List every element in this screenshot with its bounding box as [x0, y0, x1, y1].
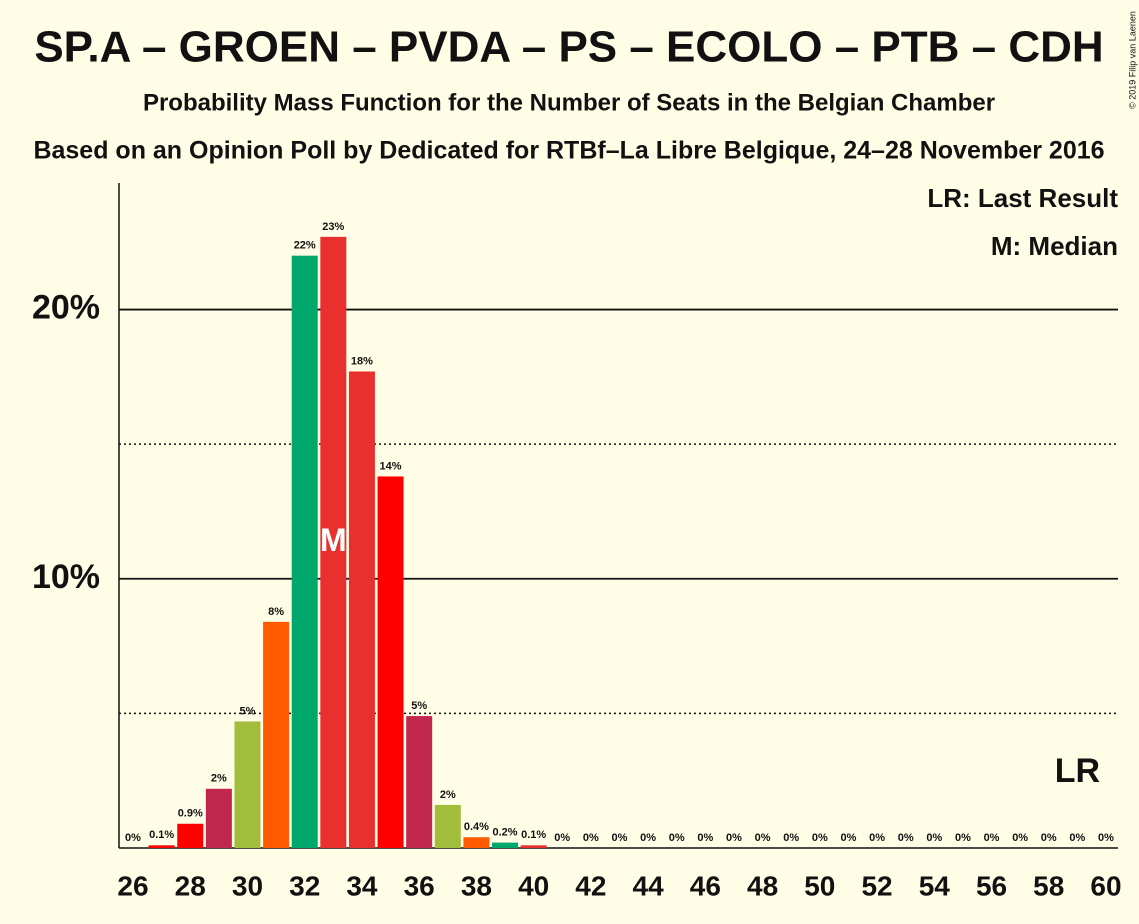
value-label: 0%: [755, 832, 771, 844]
chart-subtitle: Probability Mass Function for the Number…: [143, 89, 995, 116]
value-label: 23%: [322, 221, 344, 233]
value-label: 0%: [697, 832, 713, 844]
bar: [406, 716, 433, 848]
x-tick-label: 26: [117, 870, 148, 901]
x-tick-label: 58: [1033, 870, 1064, 901]
value-label: 0%: [840, 832, 856, 844]
value-label: 0%: [898, 832, 914, 844]
value-label: 0%: [554, 832, 570, 844]
value-label: 0%: [869, 832, 885, 844]
x-tick-label: 56: [976, 870, 1007, 901]
value-label: 22%: [294, 240, 316, 252]
x-tick-label: 30: [232, 870, 263, 901]
value-label: 0%: [125, 832, 141, 844]
bar: [234, 721, 261, 848]
value-label: 0.4%: [464, 821, 489, 833]
value-label: 0%: [1098, 832, 1114, 844]
value-label: 0%: [955, 832, 971, 844]
x-tick-label: 52: [861, 870, 892, 901]
chart-subtitle: Based on an Opinion Poll by Dedicated fo…: [33, 137, 1104, 165]
x-tick-label: 48: [747, 870, 778, 901]
value-label: 0%: [926, 832, 942, 844]
bar: [492, 842, 519, 848]
value-label: 0%: [612, 832, 628, 844]
x-tick-label: 32: [289, 870, 320, 901]
value-label: 0%: [1041, 832, 1057, 844]
value-label: 0.1%: [149, 829, 174, 841]
y-tick-label: 10%: [32, 558, 100, 596]
value-label: 0.9%: [178, 808, 203, 820]
x-tick-label: 34: [346, 870, 378, 901]
bar: [377, 476, 404, 848]
value-label: 8%: [268, 606, 284, 618]
x-tick-label: 36: [404, 870, 435, 901]
legend-entry: LR: Last Result: [927, 183, 1118, 213]
bar: [434, 804, 461, 848]
x-tick-label: 42: [575, 870, 606, 901]
x-tick-label: 54: [919, 870, 951, 901]
value-label: 0%: [1069, 832, 1085, 844]
value-label: 0%: [669, 832, 685, 844]
bar: [520, 845, 547, 848]
x-tick-label: 28: [175, 870, 206, 901]
value-label: 0%: [783, 832, 799, 844]
value-label: 0%: [812, 832, 828, 844]
bar: [463, 837, 490, 848]
bar: [263, 621, 290, 848]
last-result-marker: LR: [1055, 752, 1100, 790]
bar: [148, 845, 175, 848]
x-tick-label: 38: [461, 870, 492, 901]
x-tick-label: 40: [518, 870, 549, 901]
y-tick-label: 20%: [32, 289, 100, 327]
bar: [205, 788, 232, 848]
value-label: 5%: [240, 705, 256, 717]
value-label: 0.1%: [521, 829, 546, 841]
x-tick-label: 50: [804, 870, 835, 901]
bar: [291, 255, 318, 848]
value-label: 0%: [984, 832, 1000, 844]
x-tick-label: 44: [633, 870, 665, 901]
value-label: 0%: [1012, 832, 1028, 844]
value-label: 2%: [211, 773, 227, 785]
copyright: © 2019 Filip van Laenen: [1127, 11, 1137, 109]
bar: [177, 823, 204, 848]
value-label: 0.2%: [492, 827, 517, 839]
median-marker: M: [320, 522, 347, 558]
bar: [348, 371, 375, 848]
value-label: 5%: [411, 700, 427, 712]
value-label: 0%: [726, 832, 742, 844]
chart-title: SP.A – GROEN – PVDA – PS – ECOLO – PTB –…: [34, 23, 1103, 72]
value-label: 18%: [351, 355, 373, 367]
x-tick-label: 60: [1090, 870, 1121, 901]
x-tick-label: 46: [690, 870, 721, 901]
value-label: 2%: [440, 789, 456, 801]
value-label: 0%: [583, 832, 599, 844]
value-label: 0%: [640, 832, 656, 844]
value-label: 14%: [380, 460, 402, 472]
bar: [320, 236, 347, 848]
legend-entry: M: Median: [991, 231, 1118, 261]
